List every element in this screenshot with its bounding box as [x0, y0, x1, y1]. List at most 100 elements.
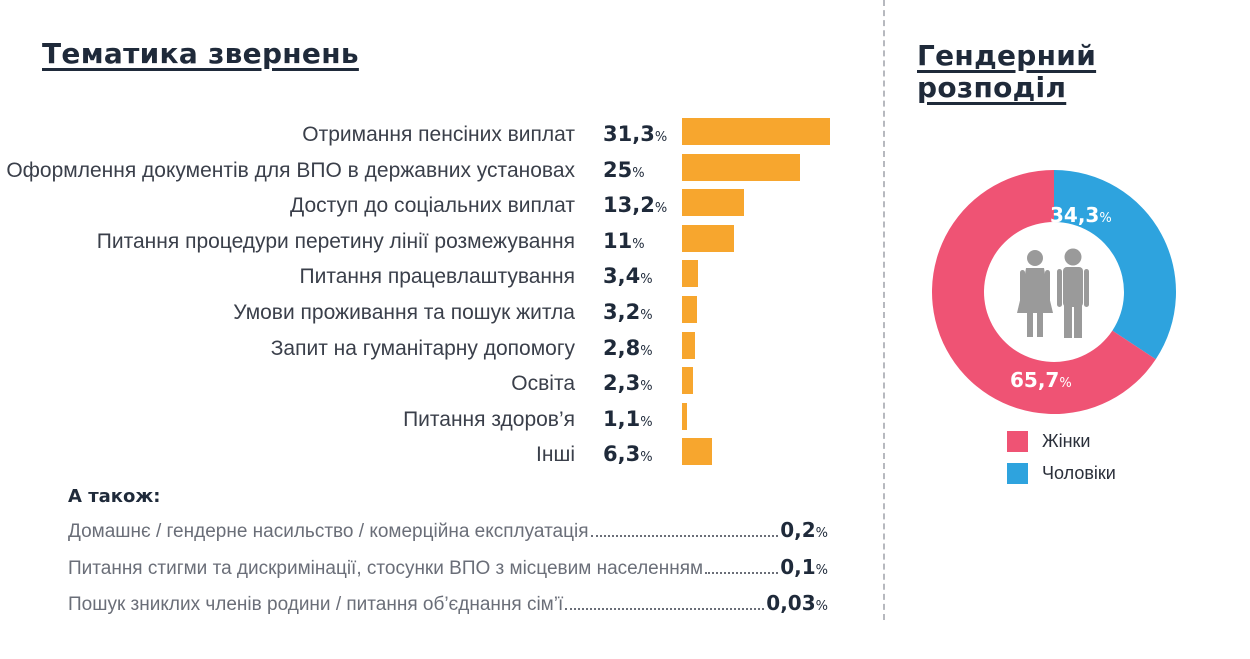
bar-row: Питання працевлаштування 3,4% — [0, 260, 880, 296]
bar-category-label: Запит на гуманітарну допомогу — [270, 336, 575, 360]
bar-value-number: 25 — [603, 157, 633, 182]
men-share-label: 34,3% — [1050, 203, 1112, 227]
bar-category-label: Умови проживання та пошук житла — [233, 301, 575, 324]
gender-title-line2: розподіл — [917, 71, 1067, 104]
slice-value-number: 34,3 — [1050, 203, 1100, 227]
bar-value-number: 2,3 — [603, 371, 641, 396]
legend-label: Чоловіки — [1042, 462, 1116, 483]
bar-category-label: Оформлення документів для ВПО в державни… — [6, 158, 575, 182]
percent-sign: % — [640, 379, 653, 395]
bar-category-label: Отримання пенсіних виплат — [302, 123, 575, 146]
dotted-leader — [565, 608, 765, 610]
bar-value-number: 1,1 — [603, 406, 641, 431]
bar-value-label: 6,3% — [603, 442, 653, 466]
bar — [682, 402, 688, 430]
bar-value-label: 3,2% — [603, 300, 653, 324]
percent-sign: % — [632, 236, 645, 252]
bar-value-label: 13,2% — [603, 193, 667, 217]
gender-title-line1: Гендерний — [917, 39, 1097, 72]
percent-sign: % — [640, 272, 653, 288]
also-item-text: Питання стигми та дискримінації, стосунк… — [68, 558, 704, 579]
page-title: Тематика звернень — [42, 38, 359, 70]
women-share-label: 65,7% — [1010, 368, 1072, 392]
also-item-number: 0,1 — [780, 555, 816, 579]
percent-sign: % — [640, 450, 653, 466]
percent-sign: % — [1099, 211, 1112, 226]
bar-value-number: 6,3 — [603, 442, 641, 467]
section-divider — [883, 0, 885, 620]
percent-sign: % — [815, 526, 828, 541]
percent-sign: % — [815, 563, 828, 578]
bar-value-label: 1,1% — [603, 407, 653, 431]
bar-category-label: Питання здоров’я — [403, 407, 575, 431]
bar-category-label: Доступ до соціальних виплат — [290, 194, 575, 218]
bar-value-number: 2,8 — [603, 335, 641, 360]
bar — [682, 367, 693, 395]
also-item: Пошук зниклих членів родини / питання об… — [68, 591, 828, 619]
donut-slice-men — [1054, 170, 1176, 360]
also-item-text: Пошук зниклих членів родини / питання об… — [68, 594, 564, 615]
bar-value-number: 31,3 — [603, 122, 655, 146]
also-item-value: 0,1% — [780, 555, 828, 579]
bar-value-label: 11% — [603, 229, 645, 253]
bar-category-label: Інші — [536, 443, 575, 467]
bar-value-label: 31,3% — [603, 122, 667, 146]
man-woman-icon — [1017, 248, 1089, 338]
legend-swatch — [1007, 430, 1028, 452]
also-item-value: 0,2% — [780, 518, 828, 542]
bar-value-label: 2,8% — [603, 336, 653, 360]
bar — [682, 331, 696, 359]
bar-value-number: 11 — [603, 228, 633, 253]
legend-swatch — [1007, 462, 1028, 484]
legend-item: Жінки — [1007, 430, 1091, 452]
bar-value-number: 13,2 — [603, 193, 655, 218]
also-item-value: 0,03% — [766, 591, 828, 615]
percent-sign: % — [815, 599, 828, 614]
bar-value-number: 3,4 — [603, 264, 641, 289]
bar — [682, 189, 745, 217]
bar-row: Умови проживання та пошук житла 3,2% — [0, 296, 880, 332]
legend-label: Жінки — [1042, 430, 1091, 451]
topics-title: Тематика звернень — [42, 37, 359, 70]
bar-value-number: 3,2 — [603, 300, 641, 324]
bar-category-label: Питання процедури перетину лінії розмежу… — [96, 229, 575, 253]
bar — [682, 296, 698, 323]
bar-row: Оформлення документів для ВПО в державни… — [0, 153, 880, 190]
legend-item: Чоловіки — [1007, 462, 1116, 484]
bar-value-label: 2,3% — [603, 371, 653, 395]
bar-category-label: Освіта — [511, 372, 575, 396]
bar-row: Освіта 2,3% — [0, 367, 880, 403]
percent-sign: % — [654, 201, 668, 217]
bar — [682, 224, 734, 252]
also-item: Питання стигми та дискримінації, стосунк… — [68, 555, 828, 583]
percent-sign: % — [632, 165, 645, 181]
bar-row: Доступ до соціальних виплат 13,2% — [0, 189, 880, 225]
also-item-text: Домашнє / гендерне насильство / комерцій… — [68, 521, 589, 542]
bar — [682, 438, 712, 466]
bar-row: Питання здоров’я 1,1% — [0, 402, 880, 439]
percent-sign: % — [654, 130, 668, 145]
bar-value-label: 25% — [603, 158, 645, 182]
donut-slice-women — [931, 170, 1156, 414]
percent-sign: % — [640, 308, 653, 323]
bar — [682, 118, 830, 145]
bar-row: Запит на гуманітарну допомогу 2,8% — [0, 331, 880, 368]
bar-row: Отримання пенсіних виплат 31,3% — [0, 118, 880, 154]
bar-row: Інші 6,3% — [0, 438, 880, 474]
percent-sign: % — [1059, 376, 1072, 391]
also-item-number: 0,2 — [780, 518, 816, 542]
bar-category-label: Питання працевлаштування — [299, 265, 575, 289]
donut-svg — [931, 170, 1176, 414]
bar — [682, 260, 699, 288]
bar-value-label: 3,4% — [603, 264, 653, 288]
bar — [682, 153, 801, 181]
bar-row: Питання процедури перетину лінії розмежу… — [0, 224, 880, 261]
dotted-leader — [705, 572, 779, 574]
also-item-number: 0,03 — [766, 591, 816, 615]
also-heading: А також: — [68, 486, 161, 507]
slice-value-number: 65,7 — [1010, 368, 1060, 392]
percent-sign: % — [640, 343, 653, 359]
dotted-leader — [590, 535, 779, 537]
gender-donut-chart: 34,3% 65,7% — [931, 170, 1176, 414]
gender-title: Гендерний розподіл — [917, 40, 1096, 104]
